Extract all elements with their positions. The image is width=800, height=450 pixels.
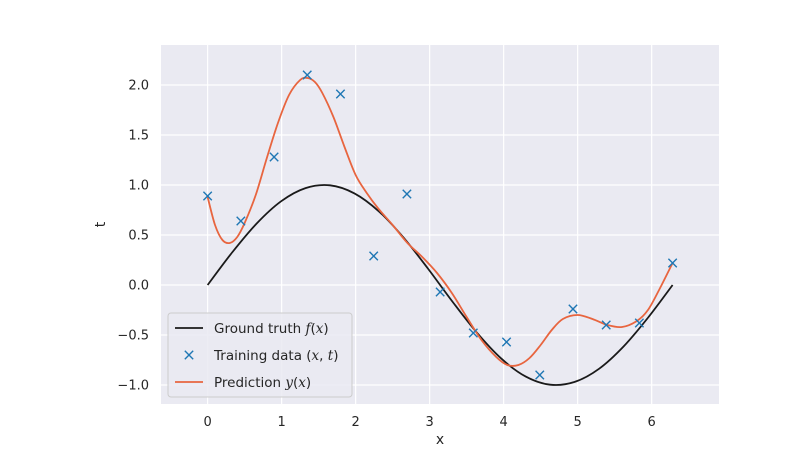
marker-stroke <box>667 258 678 268</box>
x-tick-label: 1 <box>277 415 285 430</box>
marker-stroke <box>435 287 445 297</box>
marker-stroke <box>335 89 346 99</box>
marker-stroke <box>368 251 379 261</box>
marker-stroke <box>634 318 645 328</box>
training-data-point <box>667 258 678 268</box>
training-data-point <box>535 370 545 380</box>
marker-stroke <box>535 370 545 380</box>
training-data-point <box>568 304 578 314</box>
legend-entry-text: ) <box>333 348 338 364</box>
legend-entry-text: Ground truth <box>214 321 306 337</box>
y-tick-label: 1.5 <box>128 129 149 144</box>
marker-stroke <box>236 216 246 226</box>
x-tick-label: 2 <box>351 415 359 430</box>
marker-stroke <box>402 189 412 199</box>
y-tick-label: 2.0 <box>128 79 149 94</box>
marker-stroke <box>202 191 213 201</box>
legend-entry-text: ) <box>306 375 311 391</box>
training-data-point <box>402 189 412 199</box>
y-tick-label: −0.5 <box>117 329 149 344</box>
training-data-point <box>302 70 312 80</box>
marker-stroke <box>302 70 312 80</box>
marker-stroke <box>269 152 279 162</box>
legend-entry-text: Prediction <box>214 375 285 391</box>
x-tick-label: 6 <box>648 415 656 430</box>
legend-entry-text: Training data <box>213 348 306 364</box>
training-data-point <box>236 216 246 226</box>
marker-stroke <box>468 328 478 338</box>
x-tick-label: 4 <box>500 415 508 430</box>
training-data-point <box>269 152 279 162</box>
marker-stroke <box>568 304 578 314</box>
legend-entry-text: t <box>328 348 334 364</box>
legend-box <box>167 312 353 398</box>
x-tick-label: 3 <box>425 415 433 430</box>
ground-truth-line <box>206 184 674 386</box>
legend-entry-label: Training data (x, t) <box>213 348 338 364</box>
y-tick-label: 0.0 <box>128 279 149 294</box>
series-layer <box>202 70 678 386</box>
legend-entry-text: x <box>312 348 320 364</box>
legend: Ground truth f(x)Training data (x, t)Pre… <box>167 312 353 398</box>
x-axis-label: x <box>436 432 444 448</box>
marker-stroke <box>184 350 194 360</box>
legend-entry-text: y <box>284 375 293 391</box>
prediction-line <box>206 76 674 367</box>
legend-entry-text: , <box>319 348 328 364</box>
training-data-point <box>468 328 478 338</box>
legend-entry-text: ( <box>306 348 311 364</box>
y-tick-label: 0.5 <box>128 229 149 244</box>
legend-entry-label: Prediction y(x) <box>214 375 311 391</box>
x-tick-label: 0 <box>203 415 211 430</box>
training-data-point <box>634 318 645 328</box>
y-tick-label: 1.0 <box>128 179 149 194</box>
y-axis-label: t <box>93 221 109 227</box>
legend-entry-text: f <box>305 321 313 337</box>
training-data-point <box>601 320 611 330</box>
training-data-point <box>202 191 213 201</box>
training-data-point <box>435 287 445 297</box>
x-tick-label: 5 <box>574 415 582 430</box>
training-data-point <box>501 337 512 347</box>
ticks: 0 1 2 3 4 5 6 −1.0 −0.5 0.0 0.5 1.0 1.5 2.0 <box>117 79 655 431</box>
marker-stroke <box>501 337 512 347</box>
legend-entry-text: ) <box>323 321 328 337</box>
legend-entry-text: x <box>316 321 324 337</box>
legend-entry-text: ( <box>311 321 316 337</box>
legend-entry-label: Ground truth f(x) <box>214 321 329 337</box>
marker-stroke <box>601 320 611 330</box>
legend-swatch-marker <box>184 350 194 360</box>
y-tick-label: −1.0 <box>117 379 149 394</box>
legend-entry-text: ( <box>293 375 298 391</box>
training-data-point <box>368 251 379 261</box>
legend-entry-text: x <box>298 375 306 391</box>
training-data-point <box>335 89 346 99</box>
